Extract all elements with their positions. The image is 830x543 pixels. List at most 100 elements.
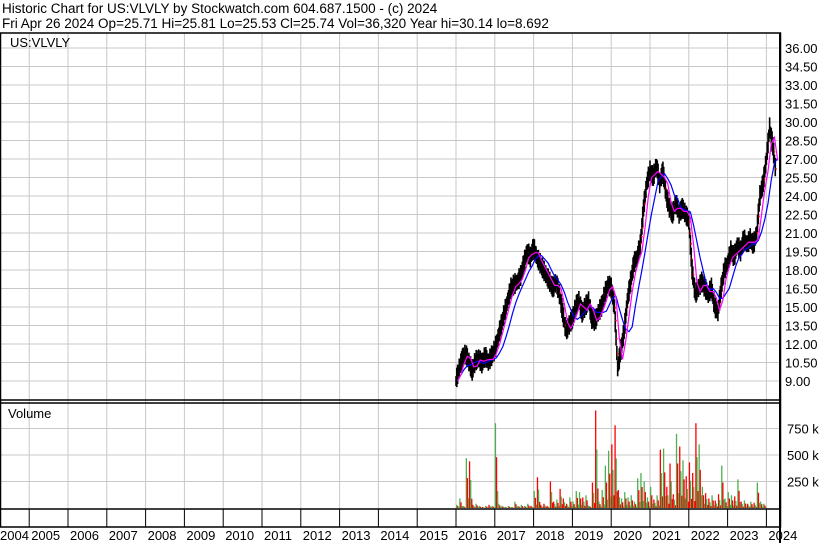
volume-bar xyxy=(596,449,598,508)
volume-bar xyxy=(463,506,465,508)
volume-bar xyxy=(611,444,613,508)
volume-bar xyxy=(633,501,636,508)
volume-bar xyxy=(630,495,632,508)
volume-bar xyxy=(735,501,737,508)
volume-bar xyxy=(664,472,666,508)
volume-bar xyxy=(669,463,671,508)
volume-bar xyxy=(717,494,720,508)
volume-bar xyxy=(554,504,556,508)
volume-bar xyxy=(623,506,625,508)
volume-bar xyxy=(604,465,607,508)
volume-bar xyxy=(643,481,645,508)
volume-bar xyxy=(700,495,702,508)
volume-bar xyxy=(471,498,473,508)
volume-bar xyxy=(713,505,715,508)
volume-bar xyxy=(570,501,572,508)
year-tick-label: 2018 xyxy=(536,528,565,543)
volume-bar xyxy=(640,473,642,508)
volume-bar xyxy=(564,506,567,508)
volume-bar xyxy=(600,506,602,508)
volume-bar xyxy=(553,501,555,508)
volume-bar xyxy=(556,499,558,508)
volume-bar xyxy=(756,482,758,508)
volume-bar xyxy=(714,500,716,508)
volume-bar xyxy=(708,498,710,508)
volume-bar xyxy=(627,497,629,508)
volume-bar xyxy=(525,506,527,508)
volume-bar xyxy=(486,506,488,508)
volume-bar xyxy=(636,506,638,508)
volume-bar xyxy=(534,497,536,508)
volume-bar xyxy=(468,461,471,508)
volume-bar xyxy=(740,501,742,508)
volume-bar xyxy=(648,505,651,508)
volume-bar xyxy=(528,505,530,508)
volume-bar xyxy=(565,503,568,508)
price-tick-label: 16.50 xyxy=(785,282,818,297)
volume-bar xyxy=(547,506,549,508)
price-tick-label: 22.50 xyxy=(785,208,818,223)
price-tick-label: 33.00 xyxy=(785,78,818,93)
volume-bar xyxy=(456,504,458,508)
volume-bar xyxy=(676,463,679,508)
volume-bar xyxy=(655,506,657,508)
volume-bar xyxy=(743,500,746,508)
volume-bar xyxy=(656,495,658,508)
volume-bar xyxy=(514,501,516,508)
volume-bar xyxy=(563,502,566,508)
volume-bar xyxy=(531,506,533,508)
volume-bar xyxy=(479,506,482,508)
price-tick-label: 9.00 xyxy=(785,374,810,389)
volume-bar xyxy=(497,491,499,508)
volume-bar xyxy=(618,497,621,508)
volume-bar xyxy=(674,505,677,508)
volume-bar xyxy=(591,482,594,508)
volume-bar xyxy=(617,489,619,508)
year-tick-label: 2020 xyxy=(613,528,642,543)
grid xyxy=(0,33,780,509)
symbol-label: US:VLVLY xyxy=(10,35,71,50)
volume-bar xyxy=(721,465,723,508)
volume-bar xyxy=(689,480,692,508)
volume-bar xyxy=(606,499,609,508)
year-tick-label: 2022 xyxy=(691,528,720,543)
volume-bar xyxy=(529,507,531,508)
volume-bar xyxy=(652,503,654,508)
volume-bar xyxy=(704,493,707,508)
year-tick-label: 2017 xyxy=(497,528,526,543)
volume-bar xyxy=(738,490,740,508)
volume-bar xyxy=(693,487,695,508)
volume-bar xyxy=(707,505,709,508)
year-tick-label: 2024 xyxy=(768,528,797,543)
volume-bar xyxy=(516,506,518,508)
volume-bar xyxy=(577,504,580,508)
volume-bar xyxy=(599,504,601,508)
volume-bar xyxy=(520,504,522,508)
volume-bar xyxy=(494,423,497,508)
volume-bar xyxy=(512,507,514,508)
volume-bar xyxy=(672,494,674,508)
volume-bar xyxy=(527,503,529,508)
short-moving-average xyxy=(457,135,779,382)
volume-bar xyxy=(576,497,579,508)
volume-bar xyxy=(683,479,685,508)
volume-bar xyxy=(748,505,750,508)
volume-bar xyxy=(750,501,752,508)
volume-bar xyxy=(467,498,470,508)
volume-bar xyxy=(492,506,494,508)
volume-bar xyxy=(546,505,548,508)
volume-bar xyxy=(533,491,535,508)
volume-bar xyxy=(501,505,503,508)
volume-bar xyxy=(490,507,492,508)
volume-tick-label: 750 k xyxy=(787,422,819,437)
volume-bar xyxy=(731,500,734,508)
volume-bar xyxy=(691,498,693,508)
price-tick-label: 15.00 xyxy=(785,300,818,315)
volume-bar xyxy=(558,506,560,508)
volume-bar xyxy=(686,488,688,508)
volume-bar xyxy=(629,505,631,508)
volume-bar xyxy=(737,479,739,508)
volume-bar xyxy=(472,504,474,508)
volume-bar xyxy=(723,499,725,508)
volume-bar xyxy=(725,502,727,508)
